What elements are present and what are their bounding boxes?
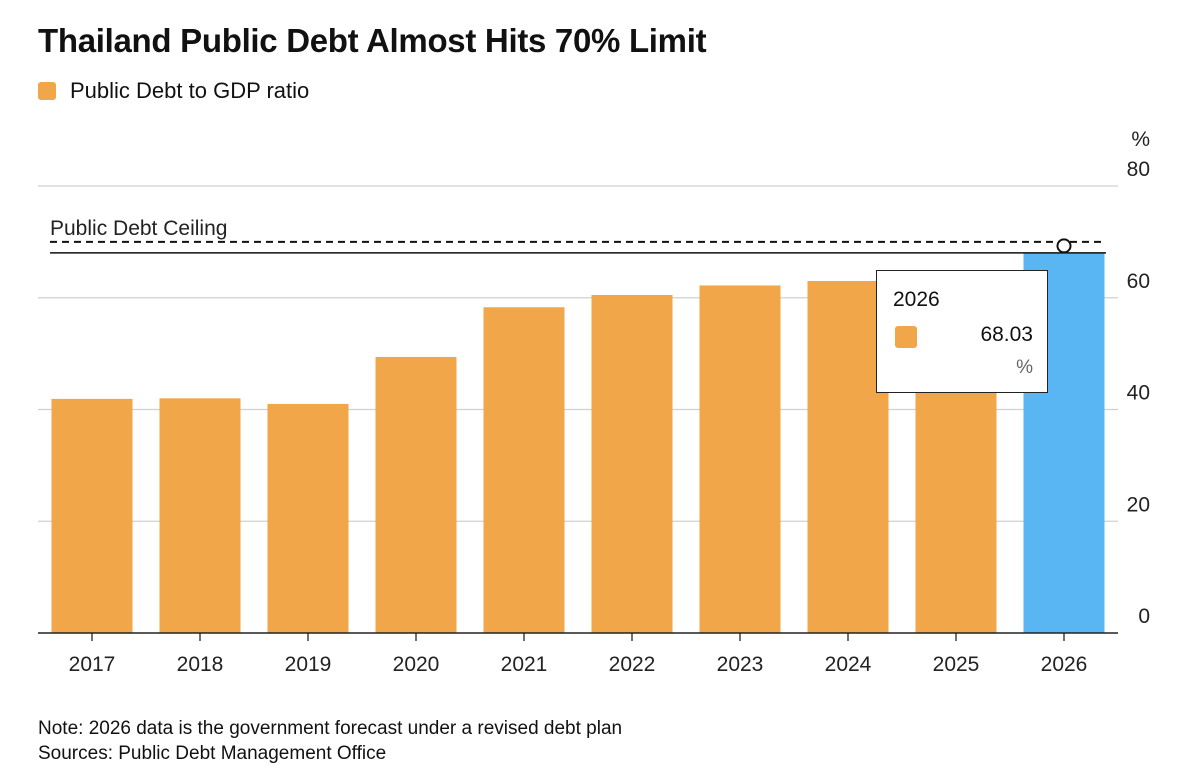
- y-tick-label: 0: [1138, 605, 1150, 628]
- x-tick-label: 2021: [501, 653, 548, 676]
- y-tick-label: 20: [1127, 493, 1150, 516]
- bar: [699, 285, 781, 633]
- bar: [51, 398, 133, 633]
- bar: [807, 280, 889, 633]
- sources-text: Sources: Public Debt Management Office: [38, 743, 387, 764]
- tooltip-year: 2026: [893, 288, 940, 311]
- bar: [483, 307, 565, 633]
- x-tick-label: 2025: [933, 653, 980, 676]
- bar: [159, 398, 241, 633]
- debt-ceiling-line: Public Debt Ceiling: [50, 217, 1106, 254]
- tooltip: 2026 68.03 %: [876, 270, 1048, 393]
- y-axis: 0 20 40 60 80%: [1127, 128, 1150, 628]
- y-tick-label: 60: [1127, 270, 1150, 293]
- legend-swatch: [38, 82, 56, 100]
- legend-label: Public Debt to GDP ratio: [70, 78, 310, 103]
- note-text: Note: 2026 data is the government foreca…: [38, 718, 623, 739]
- x-axis: 2017 2018 2019 2020 2021 2022 2023 2024 2025 2026: [38, 632, 1118, 676]
- y-unit-label: %: [1131, 128, 1150, 151]
- x-tick-label: 2020: [393, 653, 440, 676]
- hover-marker: [1056, 238, 1072, 254]
- footnote: Note: 2026 data is the government foreca…: [38, 716, 622, 766]
- y-tick-label: 40: [1127, 382, 1150, 405]
- tooltip-unit: %: [1016, 357, 1033, 378]
- y-tick-label: 80: [1127, 158, 1150, 181]
- tooltip-value: 68.03: [980, 323, 1033, 346]
- chart-title: Thailand Public Debt Almost Hits 70% Lim…: [38, 22, 707, 59]
- ceiling-label: Public Debt Ceiling: [50, 217, 227, 240]
- x-tick-label: 2022: [609, 653, 656, 676]
- bar: [375, 356, 457, 633]
- bar: [267, 403, 349, 633]
- bar: [591, 294, 673, 633]
- x-tick-label: 2017: [69, 653, 116, 676]
- x-tick-label: 2018: [177, 653, 224, 676]
- x-tick-label: 2023: [717, 653, 764, 676]
- x-tick-label: 2024: [825, 653, 872, 676]
- x-tick-label: 2026: [1041, 653, 1088, 676]
- x-tick-label: 2019: [285, 653, 332, 676]
- tooltip-swatch: [895, 326, 917, 348]
- legend: Public Debt to GDP ratio: [38, 78, 309, 104]
